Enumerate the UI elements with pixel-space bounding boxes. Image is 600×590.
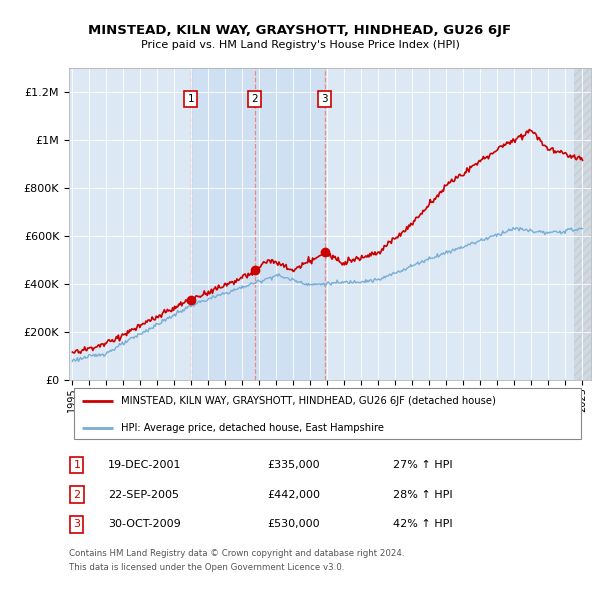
Text: £335,000: £335,000 — [268, 460, 320, 470]
Text: 27% ↑ HPI: 27% ↑ HPI — [392, 460, 452, 470]
Bar — [191, 68, 325, 379]
Text: 3: 3 — [321, 94, 328, 104]
Text: MINSTEAD, KILN WAY, GRAYSHOTT, HINDHEAD, GU26 6JF (detached house): MINSTEAD, KILN WAY, GRAYSHOTT, HINDHEAD,… — [121, 396, 496, 407]
Text: £442,000: £442,000 — [268, 490, 320, 500]
Text: 42% ↑ HPI: 42% ↑ HPI — [392, 519, 452, 529]
Text: Price paid vs. HM Land Registry's House Price Index (HPI): Price paid vs. HM Land Registry's House … — [140, 40, 460, 50]
Text: This data is licensed under the Open Government Licence v3.0.: This data is licensed under the Open Gov… — [69, 563, 344, 572]
Text: HPI: Average price, detached house, East Hampshire: HPI: Average price, detached house, East… — [121, 422, 384, 432]
Text: 19-DEC-2001: 19-DEC-2001 — [108, 460, 182, 470]
Text: 1: 1 — [73, 460, 80, 470]
Text: 22-SEP-2005: 22-SEP-2005 — [108, 490, 179, 500]
Text: 3: 3 — [73, 519, 80, 529]
Text: 28% ↑ HPI: 28% ↑ HPI — [392, 490, 452, 500]
Text: £530,000: £530,000 — [268, 519, 320, 529]
FancyBboxPatch shape — [74, 388, 581, 440]
Text: MINSTEAD, KILN WAY, GRAYSHOTT, HINDHEAD, GU26 6JF: MINSTEAD, KILN WAY, GRAYSHOTT, HINDHEAD,… — [88, 24, 512, 37]
Text: Contains HM Land Registry data © Crown copyright and database right 2024.: Contains HM Land Registry data © Crown c… — [69, 549, 404, 558]
Text: 1: 1 — [188, 94, 194, 104]
Text: 2: 2 — [73, 490, 80, 500]
Text: 2: 2 — [251, 94, 258, 104]
Text: 30-OCT-2009: 30-OCT-2009 — [108, 519, 181, 529]
